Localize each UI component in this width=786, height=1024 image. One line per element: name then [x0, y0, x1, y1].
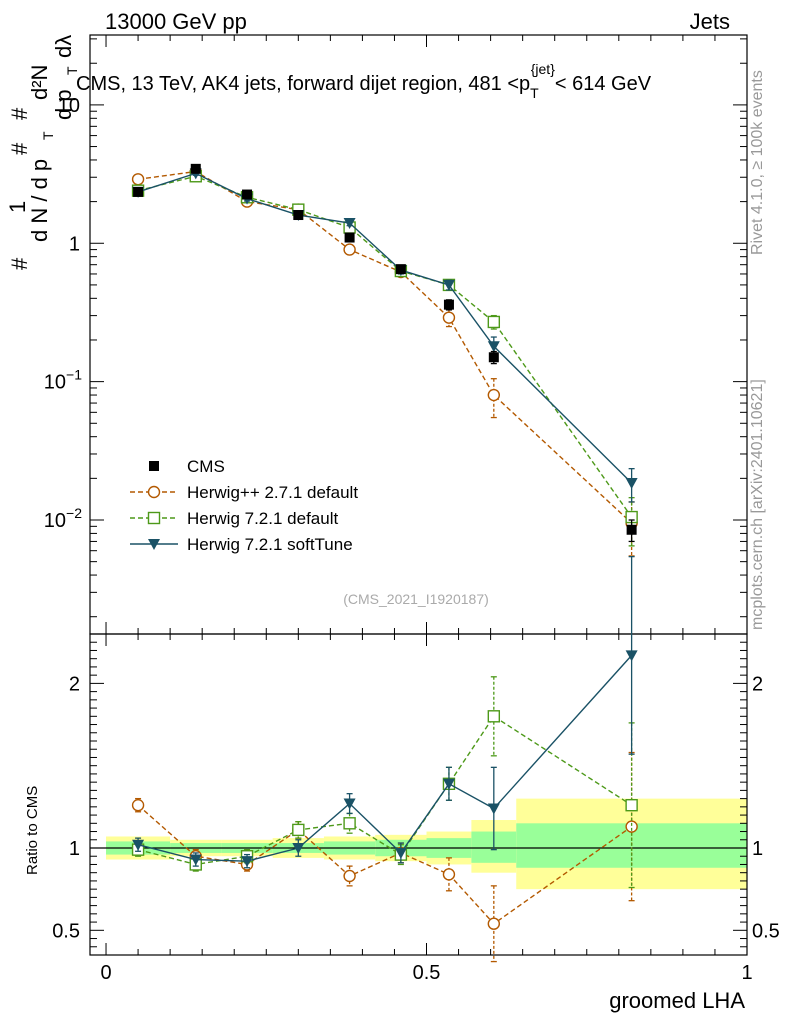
- legend-marker-herwigpp: [147, 485, 161, 499]
- ylabel-d2N: d²N: [27, 65, 52, 100]
- ratio-point-softtune: [292, 843, 305, 854]
- legend-marker-herwig721: [147, 511, 161, 525]
- ratio-point-softtune: [189, 854, 202, 866]
- main-point-cms: [395, 264, 406, 275]
- ratio-point-herwig721: [292, 823, 305, 837]
- legend-marker-softtune: [148, 539, 160, 550]
- x-tick-label: 0.5: [413, 962, 441, 984]
- ratio-y-tick-label-right: 1: [752, 838, 763, 860]
- y-tick-label: 1: [69, 233, 80, 255]
- analysis-watermark: (CMS_2021_I1920187): [343, 591, 489, 607]
- title-sup: {jet}: [531, 61, 555, 77]
- ratio-y-tick-label: 1: [69, 838, 80, 860]
- main-point-softtune: [442, 279, 455, 291]
- title-sub: T: [530, 85, 539, 101]
- main-point-softtune: [625, 478, 638, 490]
- main-point-herwigpp: [442, 311, 456, 324]
- ylabel-dpT: d p: [51, 89, 76, 120]
- ratio-point-herwigpp: [343, 869, 356, 883]
- ratio-point-herwig721: [343, 817, 356, 830]
- main-point-cms: [344, 232, 355, 243]
- main-point-cms: [242, 189, 253, 200]
- title-prefix: CMS, 13 TeV, AK4 jets, forward dijet reg…: [76, 73, 530, 95]
- ratio-y-tick-label: 2: [69, 673, 80, 695]
- ratio-y-tick-label-right: 0.5: [752, 920, 780, 942]
- main-point-cms: [626, 524, 637, 535]
- x-axis-label: groomed LHA: [609, 988, 745, 1013]
- header-right: Jets: [690, 9, 730, 34]
- x-tick-label: 1: [741, 962, 752, 984]
- plot-title: CMS, 13 TeV, AK4 jets, forward dijet reg…: [76, 61, 652, 101]
- ratio-point-herwig721: [625, 799, 638, 812]
- ratio-point-herwigpp: [442, 868, 456, 881]
- y-tick-label: 10: [58, 95, 80, 117]
- y-axis-label: # 1 d N / d p T # # d²N d p T dλ: [5, 35, 80, 270]
- ylabel-one: 1: [5, 201, 30, 213]
- ylabel-hash3: #: [7, 107, 32, 120]
- main-point-cms: [293, 210, 304, 221]
- ratio-point-herwig721: [487, 710, 501, 723]
- legend-marker-cms: [149, 461, 159, 471]
- ratio-point-softtune: [625, 650, 638, 662]
- ylabel-dN: d N / d p: [27, 159, 52, 242]
- ratio-panel: 0 0.5 10.5 0.51 12 2: [52, 555, 780, 984]
- header-left: 13000 GeV pp: [105, 9, 247, 34]
- main-line-softtune: [137, 172, 633, 484]
- x-tick-label: 0: [100, 962, 111, 984]
- ylabel-hash1: #: [7, 257, 32, 270]
- main-panel: 10−2 10−1 1 10: [44, 34, 748, 635]
- y-tick-label: 10−2: [44, 505, 82, 532]
- title-suffix: < 614 GeV: [555, 73, 652, 95]
- ratio-point-softtune: [132, 839, 145, 851]
- legend-label-herwigpp: Herwig++ 2.7.1 default: [187, 483, 358, 502]
- ylabel-T1: T: [40, 131, 56, 140]
- ratio-y-tick-label: 0.5: [52, 920, 80, 942]
- ratio-point-softtune: [343, 798, 356, 810]
- ratio-point-softtune: [487, 803, 500, 815]
- ratio-point-herwigpp: [131, 799, 145, 812]
- rivet-label: Rivet 4.1.0, ≥ 100k events: [749, 70, 766, 255]
- main-point-softtune: [487, 341, 500, 353]
- main-point-cms: [133, 186, 144, 197]
- main-point-cms: [488, 352, 499, 363]
- main-point-softtune: [343, 218, 356, 230]
- ratio-y-label: Ratio to CMS: [24, 786, 41, 875]
- ratio-point-softtune: [442, 778, 455, 790]
- main-point-herwigpp: [131, 173, 145, 186]
- mcplots-label: mcplots.cern.ch [arXiv:2401.10621]: [749, 379, 766, 630]
- main-point-herwig721: [487, 315, 501, 329]
- legend: CMS Herwig++ 2.7.1 default Herwig 7.2.1 de…: [130, 457, 358, 554]
- main-point-herwigpp: [487, 388, 501, 402]
- ratio-point-softtune: [394, 847, 407, 859]
- ylabel-T2: T: [64, 66, 80, 75]
- ylabel-hash2: #: [7, 142, 32, 155]
- legend-label-softtune: Herwig 7.2.1 softTune: [187, 535, 353, 554]
- main-point-cms: [443, 299, 454, 310]
- main-point-cms: [190, 163, 201, 174]
- ratio-frame: [89, 633, 748, 956]
- legend-label-cms: CMS: [187, 457, 225, 476]
- ratio-point-softtune: [241, 856, 254, 868]
- main-line-herwig721: [137, 175, 633, 518]
- ylabel-dlam: dλ: [51, 35, 76, 58]
- y-tick-label: 10−1: [44, 367, 82, 394]
- main-point-herwigpp: [343, 243, 356, 256]
- ratio-point-herwigpp: [487, 917, 501, 930]
- legend-label-herwig721: Herwig 7.2.1 default: [187, 509, 338, 528]
- ratio-point-herwigpp: [625, 820, 638, 833]
- ratio-y-tick-label-right: 2: [752, 673, 763, 695]
